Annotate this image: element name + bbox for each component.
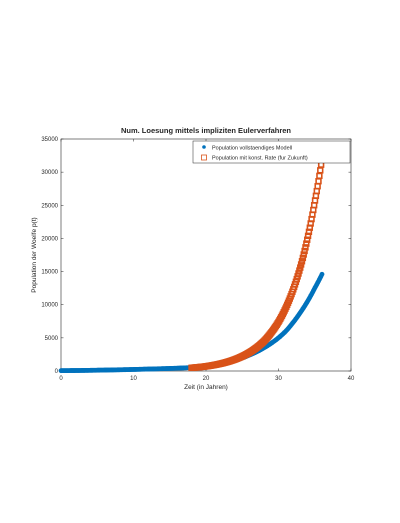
series-2-point — [304, 236, 311, 243]
y-tick-label: 15000 — [41, 270, 58, 276]
series-2-point — [298, 258, 306, 265]
series-2-point — [301, 247, 308, 255]
y-tick-label: 20000 — [41, 236, 58, 242]
series-2-point — [317, 167, 324, 174]
x-axis-label: Zeit (in Jahren) — [184, 384, 228, 391]
y-axis-label: Population der Woelfe p(t) — [31, 217, 38, 292]
plot-area — [60, 138, 352, 372]
legend-marker-series-1 — [202, 145, 206, 149]
y-tick-label: 10000 — [41, 303, 58, 309]
legend: Population vollstaendiges Modell Populat… — [192, 140, 351, 164]
y-tick-label: 30000 — [41, 170, 58, 176]
series-2 — [188, 155, 326, 372]
y-tick-label: 5000 — [45, 336, 59, 342]
y-tick-label: 0 — [55, 369, 59, 375]
series-2-point — [303, 240, 310, 247]
x-tick-label: 0 — [59, 376, 63, 382]
x-tick-label: 20 — [203, 376, 210, 382]
series-2-point — [302, 244, 309, 251]
series-1-point — [319, 271, 325, 277]
chart-title: Num. Loesung mittels impliziten Eulerver… — [121, 126, 291, 135]
x-tick-label: 10 — [130, 376, 137, 382]
x-tick-label: 30 — [275, 376, 282, 382]
legend-label-series-1: Population vollstaendiges Modell — [212, 146, 292, 152]
series-2-point — [299, 254, 307, 262]
series-2-point — [304, 232, 312, 240]
y-tick-label: 25000 — [41, 203, 58, 209]
legend-label-series-2: Population mit konst. Rate (fur Zukunft) — [212, 156, 308, 162]
series-2-point — [297, 261, 305, 268]
x-tick-label: 40 — [348, 376, 355, 382]
y-tick-label: 35000 — [41, 137, 58, 143]
legend-marker-series-2 — [201, 154, 207, 161]
series-2-point — [300, 251, 307, 258]
legend-box — [192, 140, 351, 164]
series-layer — [58, 155, 326, 374]
